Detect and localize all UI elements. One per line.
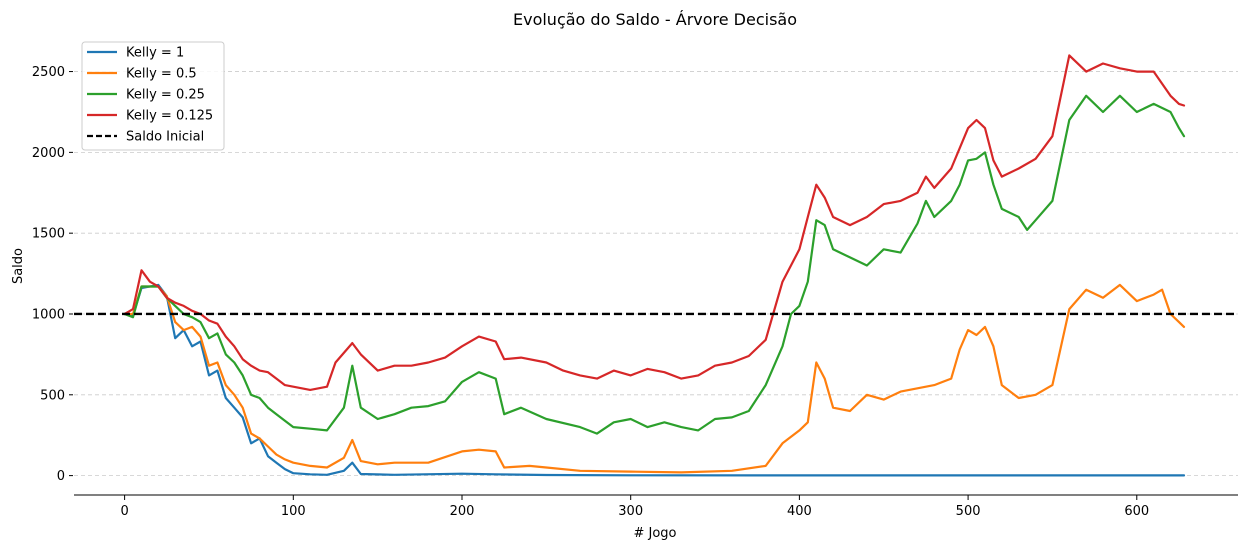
- series-line: [123, 54, 1186, 391]
- grid-lines: [74, 71, 1238, 477]
- x-axis-ticks: 0 100 200 300 400 500 600: [120, 495, 1149, 519]
- y-tick-label: 2500: [32, 65, 65, 80]
- legend-box: [81, 41, 225, 151]
- x-tick-label: 0: [120, 504, 128, 519]
- y-tick-label: 1500: [32, 227, 65, 242]
- series-line: [123, 94, 1186, 435]
- x-tick-label: 100: [281, 504, 306, 519]
- x-tick-label: 400: [787, 504, 812, 519]
- plot-lines: [74, 54, 1238, 477]
- y-tick-label: 500: [40, 388, 65, 403]
- legend-label: Kelly = 1: [126, 46, 184, 61]
- legend-label: Kelly = 0.5: [126, 67, 197, 82]
- y-axis-title: Saldo: [11, 248, 26, 284]
- x-tick-label: 600: [1124, 504, 1149, 519]
- x-tick-label: 200: [450, 504, 475, 519]
- x-tick-label: 500: [956, 504, 981, 519]
- x-axis-title: # Jogo: [633, 526, 676, 541]
- chart-title: Evolução do Saldo - Árvore Decisão: [513, 10, 797, 29]
- y-tick-label: 0: [57, 469, 65, 484]
- legend-label: Kelly = 0.125: [126, 109, 213, 124]
- y-tick-label: 1000: [32, 307, 65, 322]
- x-tick-label: 300: [618, 504, 643, 519]
- y-axis-ticks: 0 500 1000 1500 2000 2500: [32, 65, 73, 484]
- series-line: [123, 283, 1186, 474]
- legend-label: Kelly = 0.25: [126, 88, 205, 103]
- y-tick-label: 2000: [32, 146, 65, 161]
- legend: Kelly = 1 Kelly = 0.5 Kelly = 0.25 Kelly = …: [81, 41, 225, 151]
- series-line: [123, 283, 1186, 477]
- legend-label: Saldo Inicial: [126, 130, 204, 145]
